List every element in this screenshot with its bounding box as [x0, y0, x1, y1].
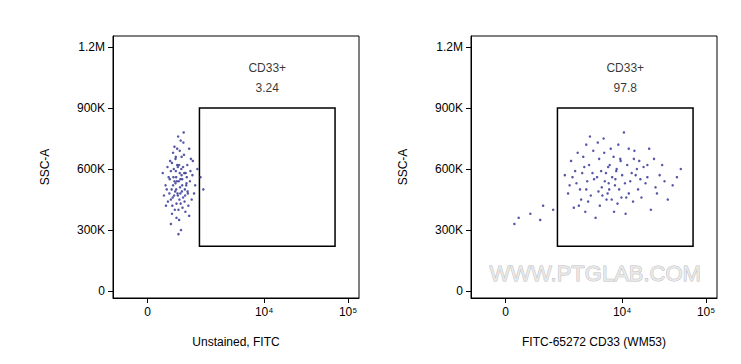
svg-text:1.2M: 1.2M: [78, 40, 105, 54]
svg-text:600K: 600K: [435, 162, 463, 176]
svg-text:97.8: 97.8: [614, 81, 638, 95]
svg-text:WWW.PTGLAB.COM: WWW.PTGLAB.COM: [490, 261, 701, 286]
svg-text:10⁴: 10⁴: [613, 305, 632, 319]
svg-text:0: 0: [144, 305, 151, 319]
svg-text:600K: 600K: [77, 162, 105, 176]
svg-text:0: 0: [502, 305, 509, 319]
svg-text:1.2M: 1.2M: [436, 40, 463, 54]
svg-text:900K: 900K: [435, 101, 463, 115]
svg-text:SSC-A: SSC-A: [396, 149, 410, 186]
svg-text:300K: 300K: [77, 223, 105, 237]
svg-text:CD33+: CD33+: [606, 61, 644, 75]
svg-text:Unstained, FITC: Unstained, FITC: [192, 335, 280, 349]
svg-text:300K: 300K: [435, 223, 463, 237]
svg-text:900K: 900K: [77, 101, 105, 115]
svg-text:10⁴: 10⁴: [255, 305, 274, 319]
svg-text:CD33+: CD33+: [248, 61, 286, 75]
svg-text:FITC-65272 CD33 (WM53): FITC-65272 CD33 (WM53): [522, 335, 666, 349]
svg-text:SSC-A: SSC-A: [38, 149, 52, 186]
svg-text:10⁵: 10⁵: [339, 305, 357, 319]
svg-text:3.24: 3.24: [256, 81, 280, 95]
svg-text:0: 0: [98, 284, 105, 298]
svg-text:0: 0: [456, 284, 463, 298]
svg-text:10⁵: 10⁵: [697, 305, 715, 319]
